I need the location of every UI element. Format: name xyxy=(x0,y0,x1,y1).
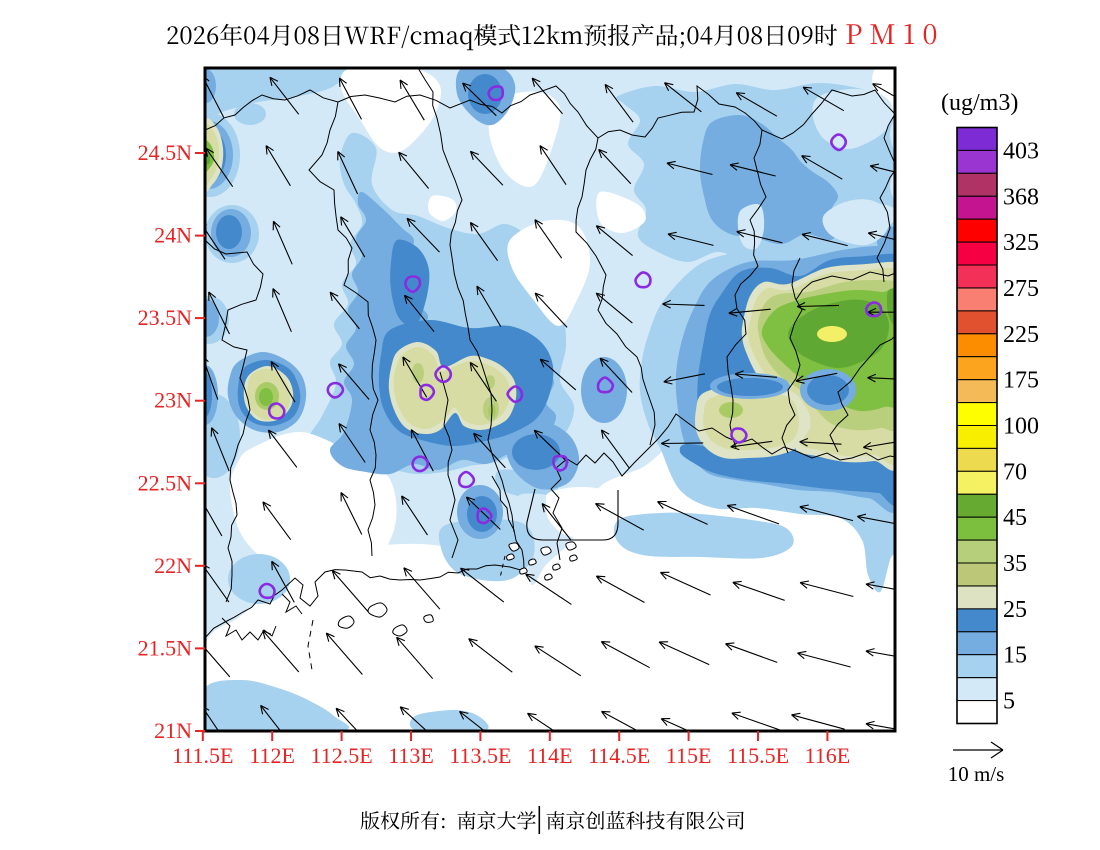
svg-text:275: 275 xyxy=(1003,276,1039,302)
svg-text:113.5E: 113.5E xyxy=(449,743,511,768)
svg-text:21.5N: 21.5N xyxy=(138,635,193,660)
svg-text:21N: 21N xyxy=(154,718,192,743)
svg-text:25: 25 xyxy=(1003,597,1027,623)
svg-text:113E: 113E xyxy=(388,743,434,768)
svg-text:115.5E: 115.5E xyxy=(727,743,789,768)
svg-text:22N: 22N xyxy=(154,553,192,578)
svg-text:70: 70 xyxy=(1003,459,1027,485)
svg-text:403: 403 xyxy=(1003,138,1039,164)
svg-text:10 m/s: 10 m/s xyxy=(948,762,1005,786)
svg-text:116E: 116E xyxy=(805,743,851,768)
svg-text:15: 15 xyxy=(1003,643,1027,669)
svg-text:35: 35 xyxy=(1003,551,1027,577)
svg-text:45: 45 xyxy=(1003,505,1027,531)
svg-text:22.5N: 22.5N xyxy=(138,470,193,495)
svg-text:325: 325 xyxy=(1003,230,1039,256)
svg-text:114.5E: 114.5E xyxy=(588,743,650,768)
svg-text:114E: 114E xyxy=(527,743,573,768)
svg-text:100: 100 xyxy=(1003,414,1039,440)
svg-text:(ug/m3): (ug/m3) xyxy=(941,90,1018,116)
svg-text:368: 368 xyxy=(1003,184,1039,210)
svg-text:5: 5 xyxy=(1003,689,1015,715)
svg-text:23.5N: 23.5N xyxy=(138,305,193,330)
svg-text:115E: 115E xyxy=(666,743,712,768)
svg-text:111.5E: 111.5E xyxy=(172,743,233,768)
svg-text:175: 175 xyxy=(1003,368,1039,394)
svg-text:225: 225 xyxy=(1003,322,1039,348)
svg-text:23N: 23N xyxy=(154,388,192,413)
svg-text:24.5N: 24.5N xyxy=(138,140,193,165)
svg-text:112.5E: 112.5E xyxy=(311,743,373,768)
svg-text:24N: 24N xyxy=(154,223,192,248)
svg-text:112E: 112E xyxy=(249,743,295,768)
